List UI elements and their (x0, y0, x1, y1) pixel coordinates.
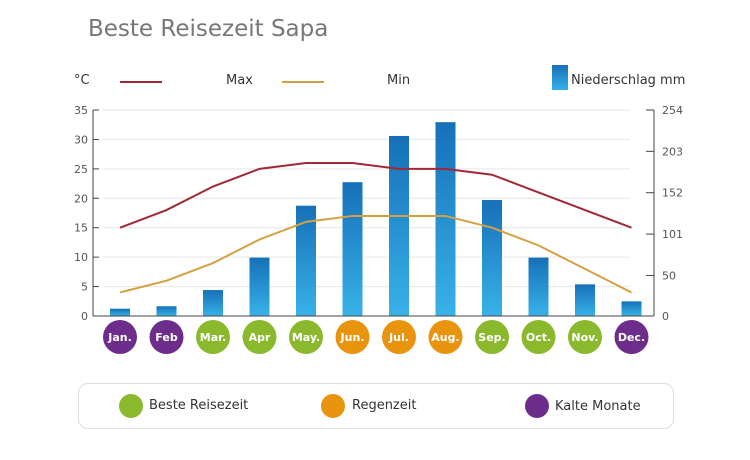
min-legend-label: Min (387, 73, 411, 88)
precip-bar (296, 205, 316, 316)
chart-title: Beste Reisezeit Sapa (88, 16, 329, 42)
month-label: Nov. (571, 331, 598, 344)
month-badge (335, 320, 370, 354)
precip-bar (482, 200, 502, 316)
month-label: Oct. (526, 331, 551, 344)
left-tick-label: 20 (74, 192, 88, 205)
rainy-season-dot (321, 394, 345, 418)
left-tick-label: 35 (74, 104, 88, 117)
right-tick-label: 152 (662, 187, 683, 200)
legend-box: Beste Reisezeit Regenzeit Kalte Monate (78, 383, 674, 429)
left-tick-label: 5 (81, 281, 88, 294)
precip-bar (528, 257, 549, 316)
rainy-season-label: Regenzeit (352, 398, 417, 413)
precip-legend-swatch (552, 65, 568, 90)
cold-months-dot (525, 394, 549, 418)
best-time-label: Beste Reisezeit (149, 398, 249, 413)
right-tick-label: 203 (662, 145, 683, 158)
precip-legend-label: Niederschlag mm (571, 73, 686, 88)
month-badge (103, 320, 137, 354)
cold-months-label: Kalte Monate (555, 399, 641, 414)
right-tick-label: 254 (662, 104, 683, 117)
right-tick-label: 101 (662, 228, 683, 241)
chart: 0 5 10 15 20 25 30 35 0 50 101 152 203 254 Jan. Feb Mar.… (74, 104, 683, 354)
month-label: Mar. (200, 331, 226, 344)
precip-bar (621, 301, 642, 316)
precip-bar (249, 257, 270, 316)
best-time-dot (119, 394, 143, 418)
month-badge (475, 320, 509, 354)
month-label: Jan. (107, 331, 132, 344)
precip-bar (342, 182, 363, 316)
left-tick-label: 25 (74, 163, 88, 176)
month-label: Sep. (478, 331, 505, 344)
month-badge (196, 320, 230, 354)
month-label: Jul. (388, 331, 409, 344)
left-tick-label: 10 (74, 251, 88, 264)
month-label: Apr (249, 331, 271, 344)
month-label: Feb (155, 331, 178, 344)
month-label: May. (292, 331, 320, 344)
month-badge (521, 320, 556, 354)
max-legend-line (120, 81, 162, 83)
precip-bar (389, 135, 409, 316)
month-badge (242, 320, 277, 354)
precip-bar (575, 284, 595, 316)
left-tick-label: 15 (74, 222, 88, 235)
precip-bar (110, 308, 130, 316)
right-tick-label: 50 (662, 269, 676, 282)
month-label: Dec. (618, 331, 645, 344)
left-tick-label: 0 (81, 310, 88, 323)
precip-bar (203, 290, 223, 316)
month-badge (614, 320, 649, 354)
left-tick-label: 30 (74, 133, 88, 146)
precip-bar (435, 122, 456, 317)
month-badge (568, 320, 602, 354)
max-temp-line (119, 161, 632, 229)
month-label: Jun. (340, 331, 365, 344)
precip-bar (156, 306, 177, 316)
min-legend-line (282, 81, 324, 83)
right-tick-label: 0 (662, 310, 669, 323)
min-temp-line (119, 214, 632, 294)
month-badge (149, 320, 184, 354)
month-badge (428, 320, 463, 354)
max-legend-label: Max (226, 73, 253, 88)
month-badge (289, 320, 323, 354)
left-axis-unit: °C (74, 73, 90, 88)
month-badge (382, 320, 416, 354)
month-label: Aug. (431, 331, 459, 344)
